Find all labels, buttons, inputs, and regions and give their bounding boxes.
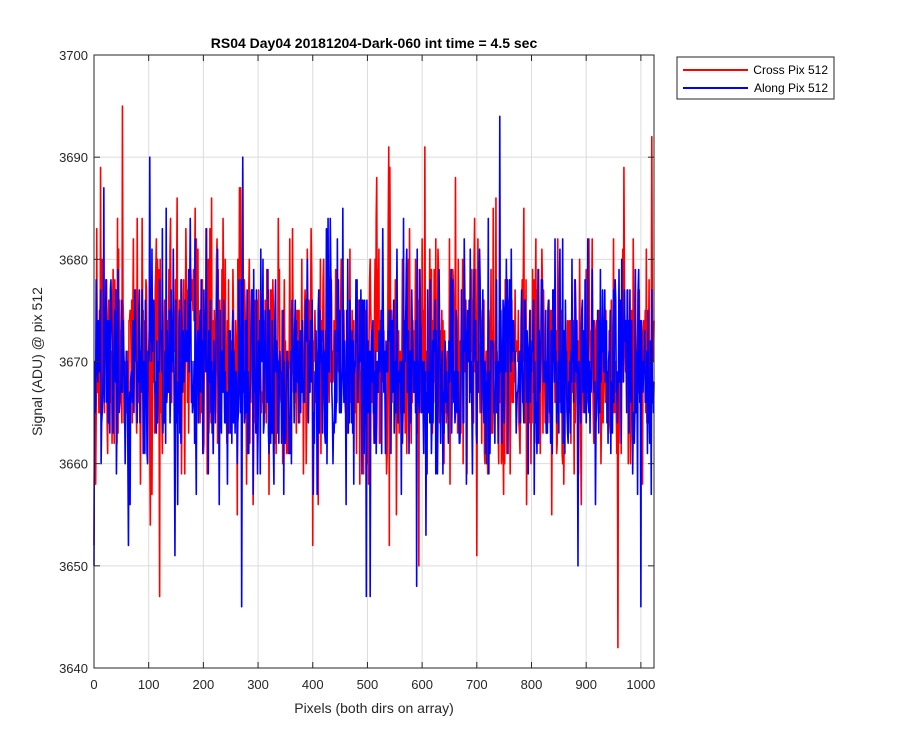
y-tick-label: 3640 <box>59 661 88 676</box>
x-tick-label: 500 <box>357 677 379 692</box>
y-tick-label: 3700 <box>59 48 88 63</box>
legend-entry-cross: Cross Pix 512 <box>753 63 828 77</box>
legend-entry-along: Along Pix 512 <box>754 81 828 95</box>
y-axis-label: Signal (ADU) @ pix 512 <box>29 287 45 436</box>
legend-box <box>676 56 835 100</box>
x-tick-label: 600 <box>411 677 433 692</box>
x-tick-label: 800 <box>521 677 543 692</box>
ticks: 0 100 200 300 400 500 600 700 800 900 1000 3640 3650… <box>59 48 655 692</box>
x-axis-label: Pixels (both dirs on array) <box>294 700 454 716</box>
y-tick-label: 3660 <box>59 457 88 472</box>
series-layer <box>93 105 655 649</box>
chart-title: RS04 Day04 20181204-Dark-060 int time = … <box>211 35 538 51</box>
y-tick-label: 3670 <box>59 355 88 370</box>
y-tick-label: 3680 <box>59 252 88 267</box>
x-tick-label: 0 <box>90 677 97 692</box>
x-tick-label: 100 <box>138 677 160 692</box>
legend[interactable]: Cross Pix 512 Along Pix 512 <box>676 56 835 100</box>
series-line-1 <box>93 115 655 608</box>
y-tick-label: 3690 <box>59 150 88 165</box>
x-tick-label: 300 <box>247 677 269 692</box>
x-tick-label: 700 <box>466 677 488 692</box>
x-tick-label: 1000 <box>626 677 655 692</box>
x-tick-label: 900 <box>575 677 597 692</box>
x-tick-label: 400 <box>302 677 324 692</box>
y-tick-label: 3650 <box>59 559 88 574</box>
x-tick-label: 200 <box>193 677 215 692</box>
